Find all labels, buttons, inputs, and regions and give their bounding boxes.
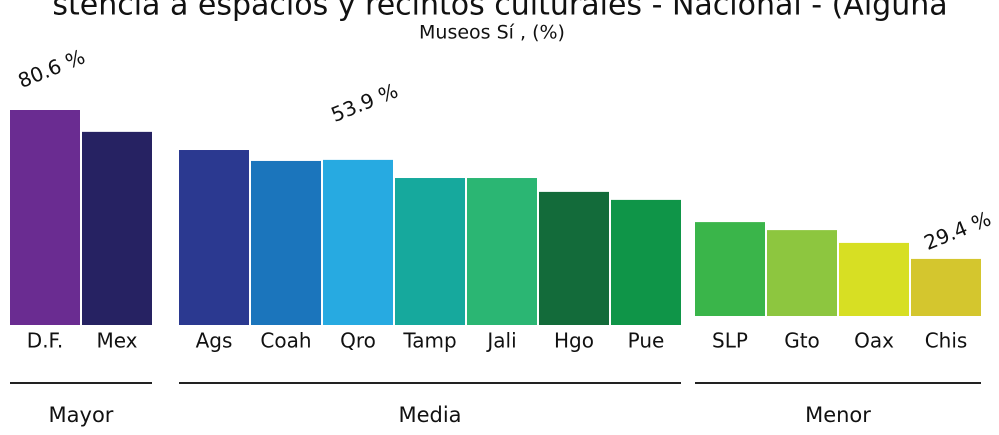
bar xyxy=(539,191,609,325)
group-label: Mayor xyxy=(49,403,114,427)
x-tick-label: Mex xyxy=(96,329,137,353)
x-tick-label: Qro xyxy=(340,329,376,353)
chart-subtitle: Museos Sí , (%) xyxy=(419,22,565,44)
bar xyxy=(611,199,681,325)
chart-title: stencia a espacios y recintos culturales… xyxy=(52,0,947,23)
annotation: 53.9 % xyxy=(328,78,402,126)
bar xyxy=(839,242,909,316)
bar xyxy=(82,131,152,325)
bar xyxy=(695,222,765,316)
x-tick-label: Oax xyxy=(854,329,894,353)
x-tick-label: D.F. xyxy=(27,329,63,353)
group-label: Media xyxy=(398,403,461,427)
x-tick-label: Chis xyxy=(925,329,968,353)
annotation: 29.4 % xyxy=(921,206,995,254)
bar xyxy=(251,160,321,325)
x-tick-label: Pue xyxy=(628,329,665,353)
x-tick-label: Coah xyxy=(260,329,311,353)
x-tick-label: SLP xyxy=(712,329,748,353)
bar xyxy=(10,110,80,325)
bar xyxy=(467,178,537,325)
x-tick-label: Jali xyxy=(485,329,516,353)
x-tick-label: Tamp xyxy=(402,329,456,353)
bar xyxy=(323,159,393,325)
annotation: 80.6 % xyxy=(15,44,89,92)
x-tick-label: Hgo xyxy=(554,329,594,353)
x-tick-label: Ags xyxy=(196,329,233,353)
x-tick-label: Gto xyxy=(784,329,820,353)
bar xyxy=(395,178,465,325)
bar xyxy=(179,150,249,325)
bar xyxy=(911,258,981,316)
bar xyxy=(767,230,837,316)
group-label: Menor xyxy=(805,403,871,427)
